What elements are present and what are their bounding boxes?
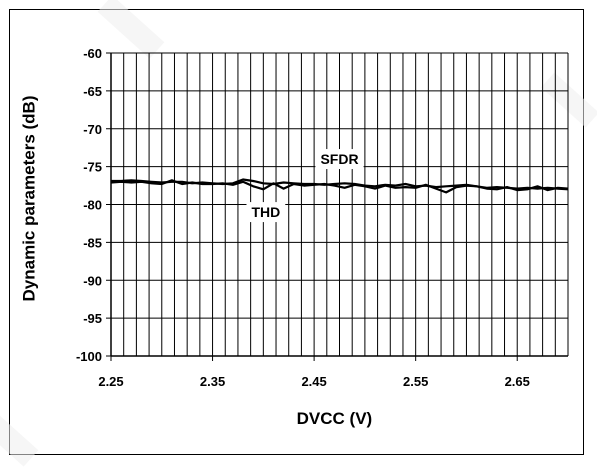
x-tick-label: 2.25 (98, 374, 123, 389)
sfdr-annotation: SFDR (320, 151, 358, 167)
grid (111, 52, 569, 357)
labels: Dynamic parameters (dB) DVCC (V) SFDR TH… (19, 96, 372, 428)
y-tick-label: -95 (83, 311, 102, 326)
y-axis-label: Dynamic parameters (dB) (19, 96, 38, 302)
y-tick-label: -80 (83, 198, 102, 213)
axes: -60 -65 -70 -75 -80 -85 -90 -95 -100 2.25 2.35 2.45… (76, 46, 568, 389)
thd-annotation: THD (251, 204, 280, 220)
y-tick-label: -60 (83, 46, 102, 61)
y-tick-label: -90 (83, 273, 102, 288)
y-tick-label: -75 (83, 160, 102, 175)
x-tick-label: 2.55 (403, 374, 428, 389)
x-axis-label: DVCC (V) (297, 409, 373, 428)
x-tick-label: 2.65 (505, 374, 530, 389)
x-tick-label: 2.35 (200, 374, 225, 389)
sfdr-annotation-background (315, 149, 364, 170)
thd-annotation-background (246, 202, 286, 223)
y-tick-label: -65 (83, 84, 102, 99)
y-tick-label: -85 (83, 235, 102, 250)
chart-frame (9, 9, 584, 455)
y-tick-label: -70 (83, 122, 102, 137)
x-tick-label: 2.45 (301, 374, 326, 389)
y-tick-label: -100 (76, 349, 102, 364)
series-line-thd (110, 179, 569, 194)
series-lines (110, 178, 569, 194)
